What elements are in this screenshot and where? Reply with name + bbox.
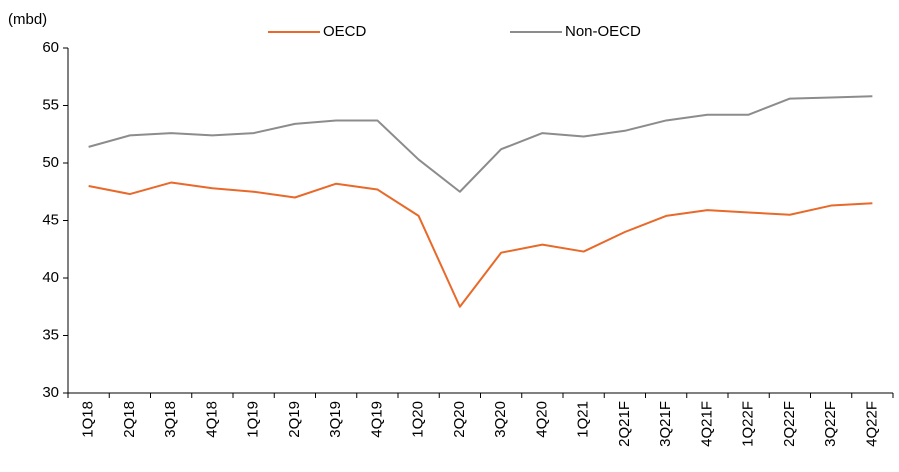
- x-tick-label: 2Q22F: [781, 401, 798, 447]
- y-tick-label: 45: [42, 211, 59, 228]
- x-tick-label: 3Q21F: [657, 401, 674, 447]
- x-tick-label: 2Q19: [286, 401, 303, 438]
- legend-label: Non-OECD: [565, 23, 641, 40]
- y-tick-label: 40: [42, 269, 59, 286]
- x-tick-label: 4Q22F: [863, 401, 880, 447]
- y-tick-label: 35: [42, 326, 59, 343]
- x-tick-label: 2Q18: [121, 401, 138, 438]
- legend-label: OECD: [323, 23, 367, 40]
- y-axis-label: (mbd): [8, 11, 47, 28]
- x-tick-label: 1Q19: [245, 401, 262, 438]
- x-tick-label: 3Q18: [162, 401, 179, 438]
- x-tick-label: 3Q22F: [822, 401, 839, 447]
- y-tick-label: 50: [42, 154, 59, 171]
- x-tick-label: 4Q18: [203, 401, 220, 438]
- x-tick-label: 3Q20: [492, 401, 509, 438]
- x-tick-label: 1Q20: [410, 401, 427, 438]
- x-tick-label: 4Q19: [368, 401, 385, 438]
- y-tick-label: 30: [42, 384, 59, 401]
- x-tick-label: 1Q18: [80, 401, 97, 438]
- line: [88, 181, 873, 308]
- x-tick-label: 2Q20: [451, 401, 468, 438]
- x-tick-label: 4Q21F: [698, 401, 715, 447]
- x-tick-label: 4Q20: [533, 401, 550, 438]
- x-tick-label: 2Q21F: [616, 401, 633, 447]
- x-tick-label: 1Q22F: [740, 401, 757, 447]
- x-tick-label: 3Q19: [327, 401, 344, 438]
- y-tick-label: 55: [42, 96, 59, 113]
- line: [88, 95, 873, 193]
- y-tick-label: 60: [42, 39, 59, 56]
- x-tick-label: 1Q21: [575, 401, 592, 438]
